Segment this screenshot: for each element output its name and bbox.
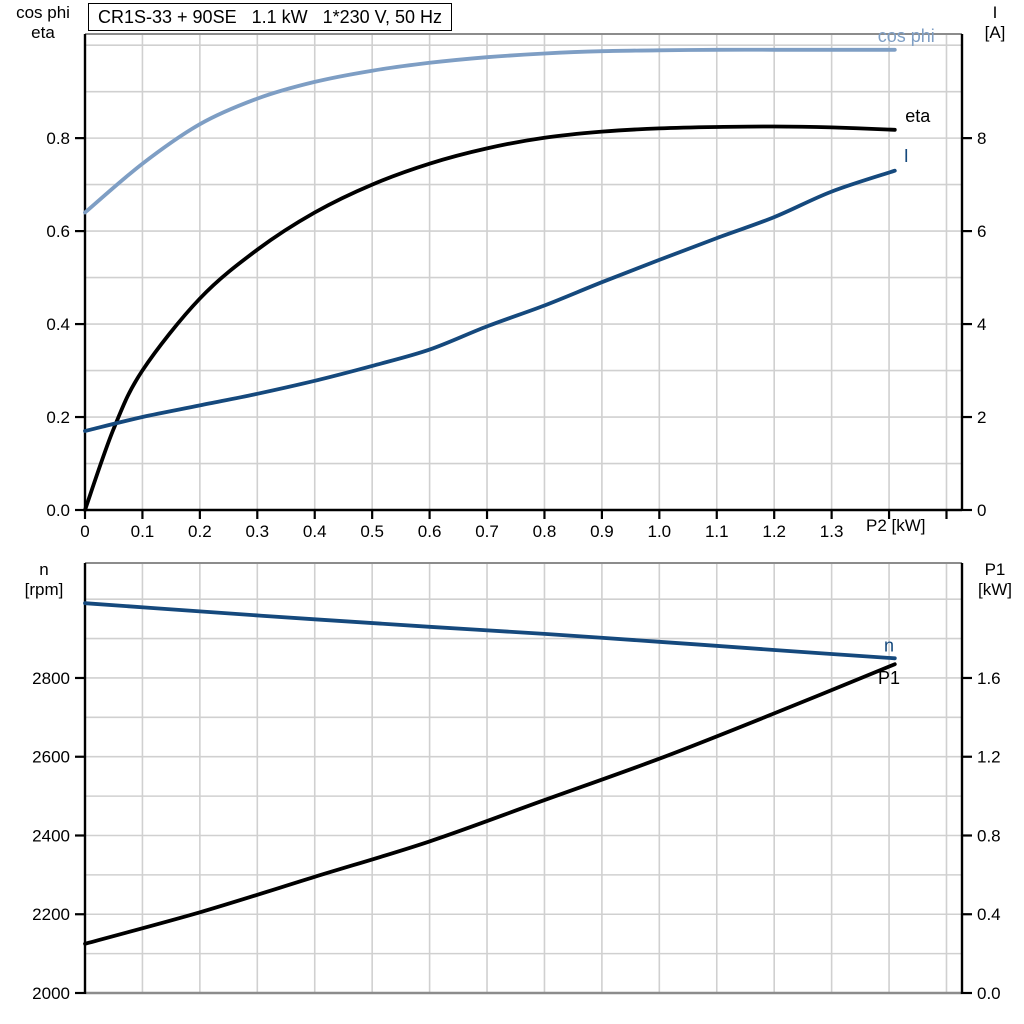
top-left-axis-title: cos phi eta [6, 3, 80, 43]
left-tick-label: 0.2 [46, 408, 70, 427]
top-right-axis-title: I [A] [970, 3, 1020, 43]
x-tick-label: 0.7 [475, 522, 499, 541]
curve-label-eta: eta [905, 106, 931, 126]
left-axis-title-line1: cos phi [16, 3, 70, 22]
left-tick-label: 2600 [32, 748, 70, 767]
x-tick-label: 0.8 [533, 522, 557, 541]
frame [83, 33, 964, 512]
right-tick-label: 0.0 [977, 984, 1001, 1003]
x-tick-label: 0.6 [418, 522, 442, 541]
x-axis-unit-label: P2 [kW] [866, 516, 926, 535]
left-tick-label: 2000 [32, 984, 70, 1003]
ticks-and-labels: 0.0 0.2 0.4 0.6 0.8 0 2 4 6 8 0 0.1 0.2 0.3 0.4 0.5 0.6 0… [46, 129, 986, 541]
x-tick-label: 1.2 [762, 522, 786, 541]
series-i [83, 168, 897, 433]
right-tick-label: 4 [977, 315, 986, 334]
top-chart: 0.0 0.2 0.4 0.6 0.8 0 2 4 6 8 0 0.1 0.2 0.3 0.4 0.5 0.6 0… [46, 26, 986, 541]
left-tick-label: 2400 [32, 826, 70, 845]
x-tick-label: 0.4 [303, 522, 327, 541]
left-axis-title-line2: eta [31, 23, 55, 42]
x-tick-label: 1.0 [648, 522, 672, 541]
frame [83, 562, 964, 995]
right-tick-label: 0.4 [977, 905, 1001, 924]
right-tick-label: 2 [977, 408, 986, 427]
right-tick-label: 6 [977, 222, 986, 241]
curve-label-cos-phi: cos phi [878, 26, 935, 46]
bottom-chart: 2000 2200 2400 2600 2800 0.0 0.4 0.8 1.2 1.6 n P1 [32, 562, 1001, 1003]
x-tick-label: 0.1 [131, 522, 155, 541]
x-tick-label: 0 [80, 522, 89, 541]
right-axis-title-line1: I [992, 3, 998, 22]
power-axis-title-line1: P1 [984, 560, 1006, 579]
series-p1 [83, 662, 897, 946]
series-n [83, 601, 897, 661]
right-axis-title-line2: [A] [984, 23, 1006, 42]
x-tick-label: 0.3 [245, 522, 269, 541]
x-tick-label: 0.5 [360, 522, 384, 541]
power-axis-title-line2: [kW] [978, 580, 1012, 599]
gridlines [85, 34, 962, 510]
left-tick-label: 0.6 [46, 222, 70, 241]
curve-label-p1: P1 [878, 668, 900, 688]
speed-axis-title-line2: [rpm] [24, 580, 64, 599]
left-tick-label: 2800 [32, 669, 70, 688]
x-tick-label: 0.2 [188, 522, 212, 541]
left-tick-label: 0.4 [46, 315, 70, 334]
left-tick-label: 0.8 [46, 129, 70, 148]
right-tick-label: 8 [977, 129, 986, 148]
ticks-and-labels: 2000 2200 2400 2600 2800 0.0 0.4 0.8 1.2 1.6 [32, 669, 1000, 1003]
series-cos-phi [83, 47, 897, 215]
right-tick-label: 0.8 [977, 826, 1001, 845]
series-eta [83, 124, 897, 512]
right-tick-label: 1.6 [977, 669, 1001, 688]
curve-label-n: n [884, 636, 894, 656]
curve-label-i: I [904, 146, 909, 166]
gridlines [85, 563, 962, 993]
x-tick-label: 0.9 [590, 522, 614, 541]
left-tick-label: 2200 [32, 905, 70, 924]
bottom-right-axis-title: P1 [kW] [966, 560, 1024, 600]
left-tick-label: 0.0 [46, 501, 70, 520]
x-tick-label: 1.3 [820, 522, 844, 541]
pump-title-box: CR1S-33 + 90SE 1.1 kW 1*230 V, 50 Hz [88, 3, 453, 31]
bottom-left-axis-title: n [rpm] [6, 560, 82, 600]
right-tick-label: 1.2 [977, 748, 1001, 767]
x-tick-label: 1.1 [705, 522, 729, 541]
right-tick-label: 0 [977, 501, 986, 520]
speed-axis-title-line1: n [39, 560, 49, 579]
